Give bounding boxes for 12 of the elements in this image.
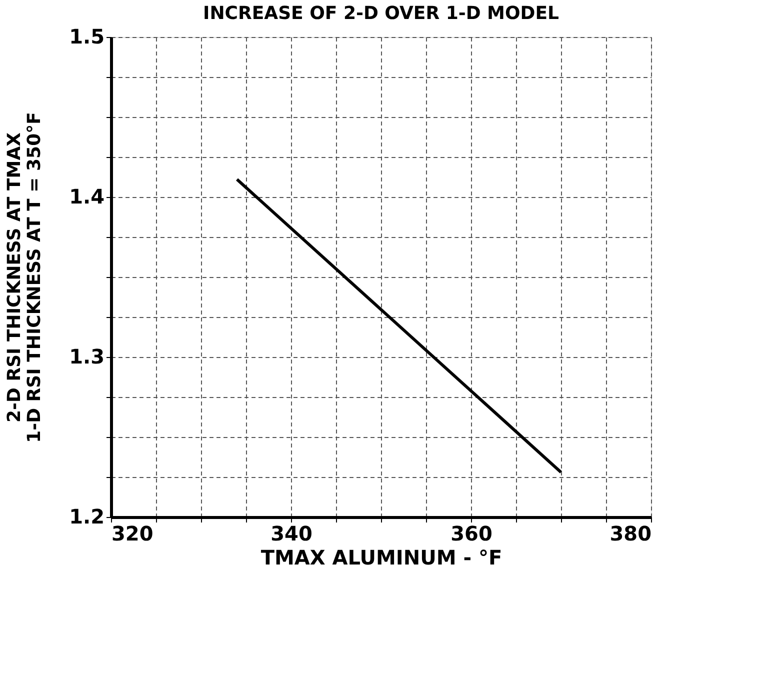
x-tick-label: 340 <box>270 522 312 546</box>
y-tick-label: 1.5 <box>69 24 104 48</box>
y-tick-label: 1.3 <box>69 344 104 368</box>
x-tick-label: 360 <box>450 522 492 546</box>
x-tick-label: 320 <box>112 522 154 546</box>
y-tick-label: 1.4 <box>69 184 104 208</box>
x-axis-title: TMAX ALUMINUM - °F <box>260 546 502 570</box>
y-tick-label: 1.2 <box>69 504 104 528</box>
chart-title: INCREASE OF 2-D OVER 1-D MODEL <box>203 3 559 24</box>
text: 1-D RSI THICKNESS AT T = 350°F <box>24 112 46 443</box>
text: 2-D RSI THICKNESS AT TMAX <box>4 132 26 423</box>
x-tick-label: 380 <box>610 522 652 546</box>
